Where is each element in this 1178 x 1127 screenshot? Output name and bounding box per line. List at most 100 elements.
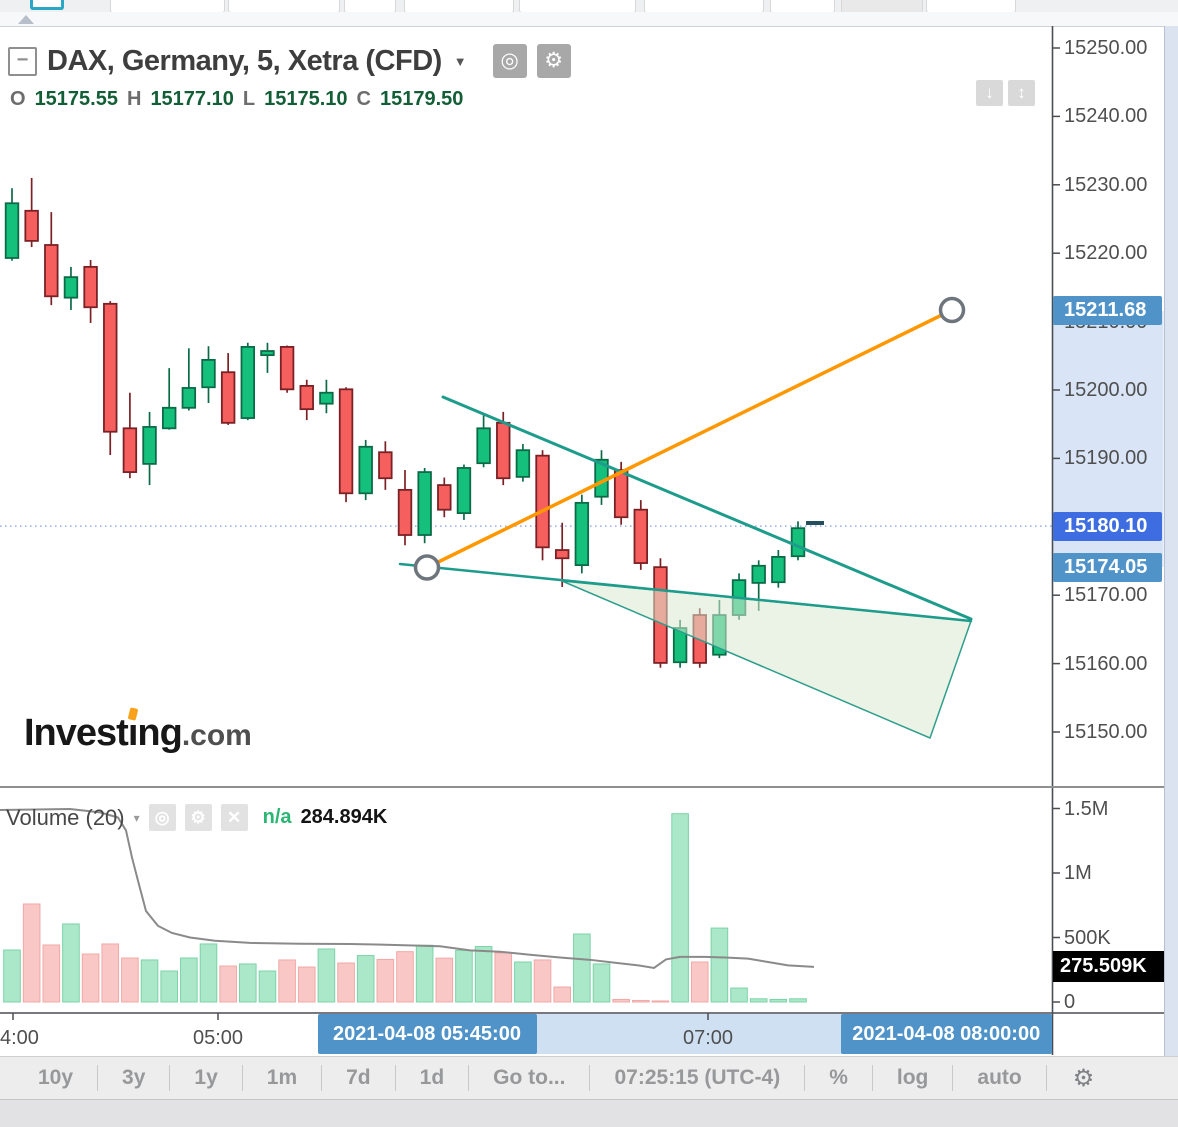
volume-bar (671, 813, 689, 1003)
bottom-toolbar: 10y 3y 1y 1m 7d 1d Go to... 07:25:15 (UTC-4)% lo… (0, 1056, 1178, 1099)
volume-bar (632, 999, 650, 1003)
candle (790, 527, 806, 558)
open-value: 15175.55 (34, 88, 118, 110)
chart-canvas[interactable] (0, 26, 1178, 1055)
volume-bar (651, 1000, 670, 1003)
volume-bar (710, 927, 729, 1003)
candle (574, 501, 590, 567)
volume-bar (730, 987, 748, 1003)
toolbar-item-1y[interactable]: 1y (194, 1066, 218, 1089)
trendline-end-handle[interactable] (938, 296, 966, 324)
toolbar-separator (169, 1065, 171, 1091)
teal-trendline-upper[interactable] (441, 395, 973, 621)
price-axis-label-trendline-start-price: 15174.05 (1053, 552, 1162, 582)
volume-bar (789, 998, 807, 1003)
toolbar-item-1m[interactable]: 1m (266, 1066, 298, 1089)
teal-triangle-drawing[interactable] (561, 580, 973, 740)
candle (220, 371, 236, 424)
candle (771, 555, 786, 584)
candle (613, 469, 629, 519)
toolbar-item-07-25-15-utc-4-[interactable]: 07:25:15 (UTC-4) (614, 1066, 781, 1089)
orange-trendline[interactable] (425, 308, 954, 570)
maximize-pane-icon[interactable]: ↕ (1008, 80, 1035, 106)
volume-bar (514, 961, 532, 1003)
toolbar-item--[interactable]: % (829, 1066, 848, 1089)
candle (279, 346, 295, 391)
time-axis-tick-label: 05:00 (192, 1027, 244, 1049)
price-axis-label-current-price: 15180.10 (1053, 511, 1162, 541)
volume-bar (376, 958, 395, 1003)
volume-bar (278, 959, 296, 1003)
price-axis-tick-label: 15220.00 (1064, 242, 1148, 265)
volume-bar (180, 957, 198, 1003)
series-settings-gear-icon[interactable]: ⚙ (536, 44, 571, 78)
close-label: C (356, 88, 371, 110)
time-axis-tick-label: 4:00 (0, 1027, 39, 1049)
time-axis-tick-label: 07:00 (682, 1027, 734, 1049)
volume-bar (239, 963, 257, 1003)
volume-bar (258, 970, 277, 1003)
collapse-legend-icon[interactable]: − (8, 46, 37, 76)
toolbar-separator (1045, 1065, 1047, 1091)
volume-bar (592, 963, 611, 1003)
candle (456, 467, 472, 515)
toolbar-item-7d[interactable]: 7d (346, 1066, 371, 1089)
volume-bar (415, 944, 434, 1003)
volume-bar (612, 998, 630, 1003)
high-value: 15177.10 (150, 88, 234, 110)
volume-bar (121, 957, 139, 1003)
volume-bar (3, 949, 21, 1003)
focus-target-icon[interactable]: ◎ (492, 44, 527, 78)
toolbar-item-1d[interactable]: 1d (419, 1066, 445, 1089)
candle (103, 302, 118, 433)
volume-bar (160, 970, 178, 1003)
collapse-arrow-icon[interactable] (18, 15, 34, 24)
volume-na-value: n/a (262, 806, 292, 828)
candle (181, 387, 197, 409)
candle (299, 384, 314, 411)
symbol-dropdown-caret-icon[interactable]: ▼ (453, 53, 467, 69)
candle (240, 346, 256, 419)
toolbar-separator (952, 1065, 954, 1091)
volume-bar (22, 903, 41, 1003)
volume-indicator-title[interactable]: Volume (20) (6, 804, 125, 830)
toolbar-item-go-to-[interactable]: Go to... (493, 1066, 566, 1089)
toolbar-item-10y[interactable]: 10y (38, 1066, 74, 1089)
candle (319, 391, 334, 405)
candle (122, 427, 138, 473)
toolbar-item-3y[interactable]: 3y (122, 1066, 146, 1089)
time-axis-range-label: 2021-04-08 08:00:00 (840, 1014, 1052, 1054)
toolbar-separator (804, 1065, 806, 1091)
volume-ma-line (0, 808, 815, 969)
symbol-title[interactable]: DAX, Germany, 5, Xetra (CFD) (47, 44, 442, 77)
volume-bar (553, 986, 572, 1003)
price-axis-tick-label: 15240.00 (1064, 105, 1148, 128)
price-axis-tick-label: 15160.00 (1064, 652, 1148, 675)
toolbar-separator (97, 1065, 99, 1091)
volume-settings-gear-icon[interactable]: ⚙ (184, 804, 212, 831)
chart-settings-gear-icon[interactable]: ⚙ (1072, 1064, 1095, 1092)
high-label: H (126, 88, 142, 110)
volume-focus-icon[interactable]: ◎ (148, 804, 176, 831)
candle (161, 406, 177, 430)
volume-bar (690, 961, 709, 1003)
toolbar-item-log[interactable]: log (896, 1066, 929, 1089)
volume-bar (140, 959, 159, 1003)
move-pane-down-icon[interactable]: ↓ (976, 80, 1003, 106)
ohlc-legend: O 15175.55 H 15177.10 L 15175.10 C 15179… (10, 88, 463, 111)
teal-trendline-lower[interactable] (398, 562, 973, 623)
volume-dropdown-caret-icon[interactable]: ▾ (133, 810, 140, 825)
candle (515, 449, 531, 478)
candle (44, 244, 59, 298)
candle (83, 265, 98, 309)
volume-remove-icon[interactable]: ✕ (220, 804, 248, 831)
volume-bar (533, 959, 552, 1003)
trendline-start-handle[interactable] (413, 554, 441, 581)
close-value: 15179.50 (379, 88, 464, 110)
toolbar-item-auto[interactable]: auto (977, 1066, 1022, 1089)
panel-strip (0, 12, 1178, 27)
price-axis-tick-label: 15190.00 (1064, 447, 1148, 470)
candle (496, 421, 511, 480)
candle (535, 454, 550, 549)
